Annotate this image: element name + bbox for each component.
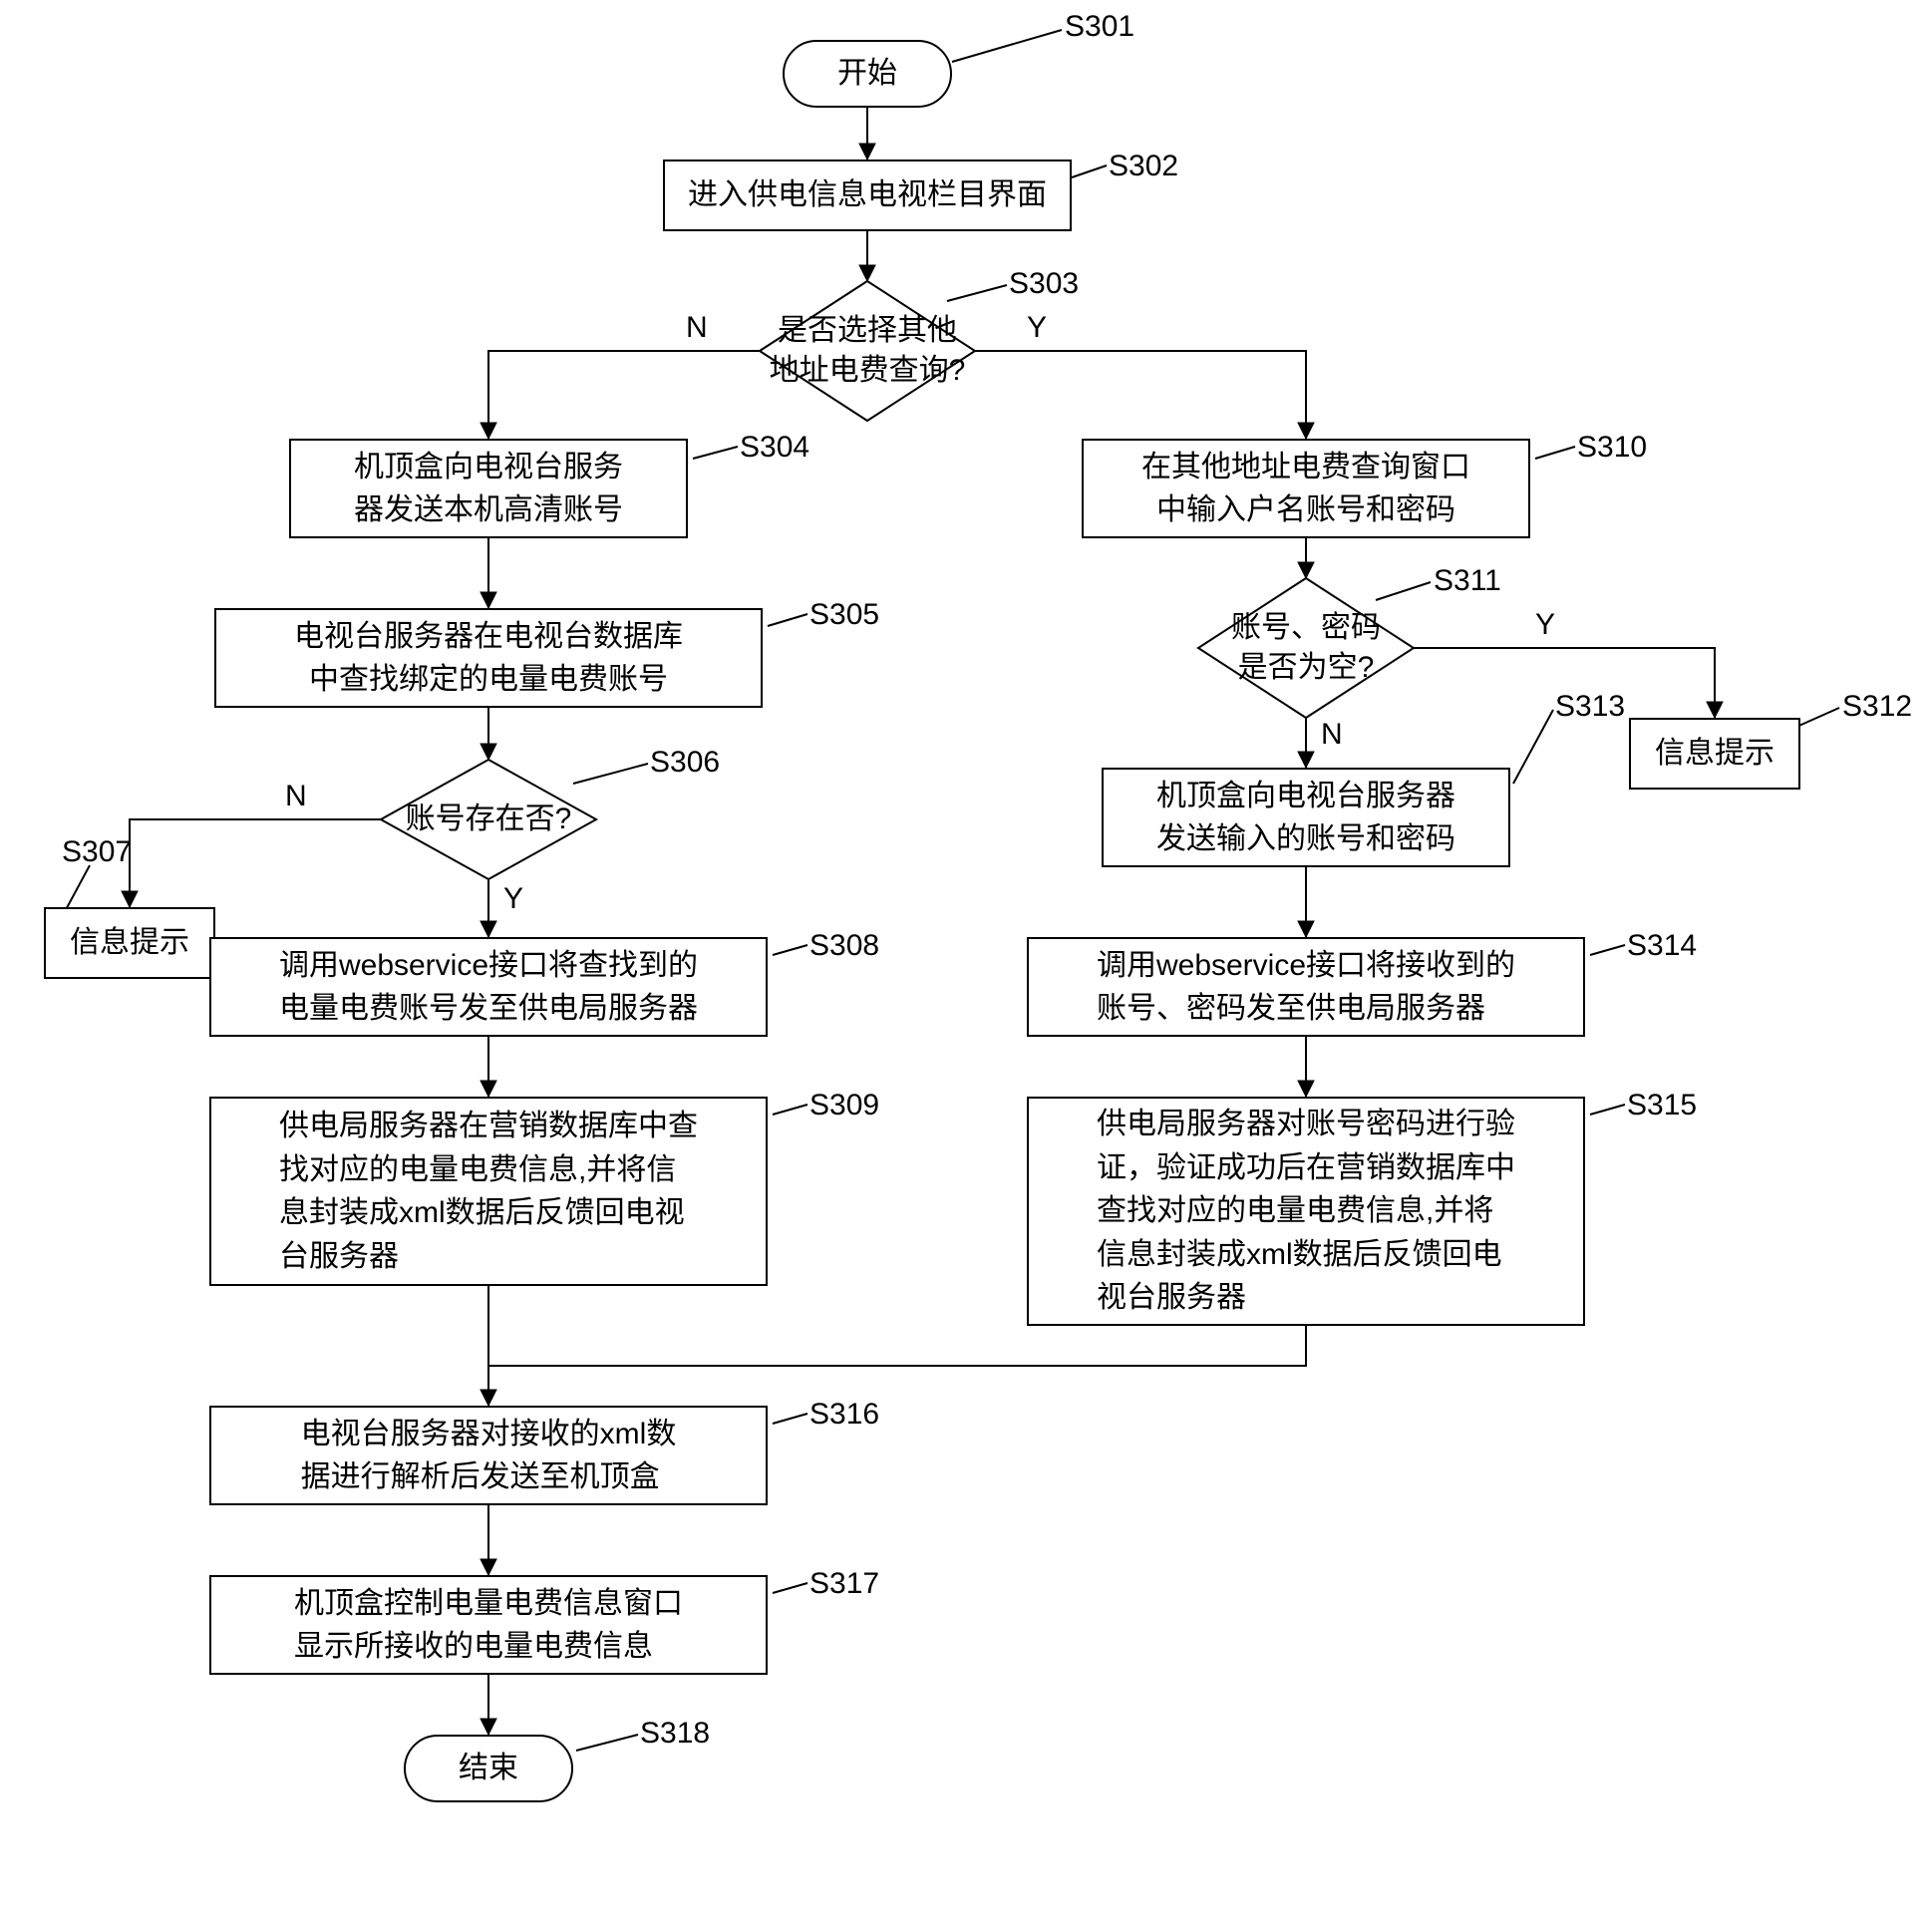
node-s304: 机顶盒向电视台服务 器发送本机高清账号 [289,439,688,538]
edge-label-s306-y: Y [503,882,523,916]
node-s313: 机顶盒向电视台服务器 发送输入的账号和密码 [1102,768,1510,867]
label-s309: S309 [809,1089,879,1123]
label-s317: S317 [809,1567,879,1601]
label-s318: S318 [640,1717,710,1751]
label-s304: S304 [740,431,809,465]
label-s306: S306 [650,746,720,780]
node-end-text: 结束 [459,1747,518,1790]
node-s310-text: 在其他地址电费查询窗口 中输入户名账号和密码 [1141,446,1470,532]
node-s315: 供电局服务器对账号密码进行验 证，验证成功后在营销数据库中 查找对应的电量电费信… [1027,1097,1585,1326]
node-s310: 在其他地址电费查询窗口 中输入户名账号和密码 [1082,439,1530,538]
label-s305: S305 [809,598,879,632]
node-s317-text: 机顶盒控制电量电费信息窗口 显示所接收的电量电费信息 [294,1582,683,1669]
node-s306-text: 账号存在否? [381,760,596,879]
node-s315-text: 供电局服务器对账号密码进行验 证，验证成功后在营销数据库中 查找对应的电量电费信… [1097,1103,1515,1320]
node-s305-text: 电视台服务器在电视台数据库 中查找绑定的电量电费账号 [294,615,683,702]
node-s316-text: 电视台服务器对接收的xml数 据进行解析后发送至机顶盒 [301,1413,677,1499]
label-s302: S302 [1109,150,1178,183]
label-s311: S311 [1434,564,1501,598]
node-s304-text: 机顶盒向电视台服务 器发送本机高清账号 [354,446,623,532]
label-s312: S312 [1842,690,1912,724]
node-s303-text: 是否选择其他 地址电费查询? [760,281,975,421]
label-s314: S314 [1627,929,1697,963]
node-s305: 电视台服务器在电视台数据库 中查找绑定的电量电费账号 [214,608,763,708]
edge-label-s311-y: Y [1535,608,1555,642]
node-s308: 调用webservice接口将查找到的 电量电费账号发至供电局服务器 [209,937,768,1037]
edge-label-s306-n: N [285,780,307,813]
node-s317: 机顶盒控制电量电费信息窗口 显示所接收的电量电费信息 [209,1575,768,1675]
node-s308-text: 调用webservice接口将查找到的 电量电费账号发至供电局服务器 [279,944,698,1031]
node-end: 结束 [404,1735,573,1802]
node-start-text: 开始 [837,52,897,96]
node-s302-text: 进入供电信息电视栏目界面 [688,173,1047,217]
node-start: 开始 [783,40,952,108]
edge-label-s311-n: N [1321,718,1343,752]
node-s307: 信息提示 [44,907,215,979]
label-s307: S307 [62,835,132,869]
label-s303: S303 [1009,267,1079,301]
edge-label-s303-y: Y [1027,311,1047,345]
node-s309: 供电局服务器在营销数据库中查 找对应的电量电费信息,并将信 息封装成xml数据后… [209,1097,768,1286]
node-s313-text: 机顶盒向电视台服务器 发送输入的账号和密码 [1156,775,1455,861]
label-s310: S310 [1577,431,1647,465]
label-s316: S316 [809,1398,879,1432]
label-s308: S308 [809,929,879,963]
node-s312: 信息提示 [1629,718,1800,790]
node-s314-text: 调用webservice接口将接收到的 账号、密码发至供电局服务器 [1097,944,1515,1031]
label-s313: S313 [1555,690,1625,724]
label-s315: S315 [1627,1089,1697,1123]
label-s301: S301 [1065,10,1134,44]
node-s311-text: 账号、密码 是否为空? [1198,578,1414,718]
node-s307-text: 信息提示 [70,921,189,965]
node-s302: 进入供电信息电视栏目界面 [663,160,1072,231]
edge-label-s303-n: N [686,311,708,345]
node-s309-text: 供电局服务器在营销数据库中查 找对应的电量电费信息,并将信 息封装成xml数据后… [279,1105,698,1278]
node-s316: 电视台服务器对接收的xml数 据进行解析后发送至机顶盒 [209,1406,768,1505]
node-s312-text: 信息提示 [1655,732,1774,776]
node-s314: 调用webservice接口将接收到的 账号、密码发至供电局服务器 [1027,937,1585,1037]
